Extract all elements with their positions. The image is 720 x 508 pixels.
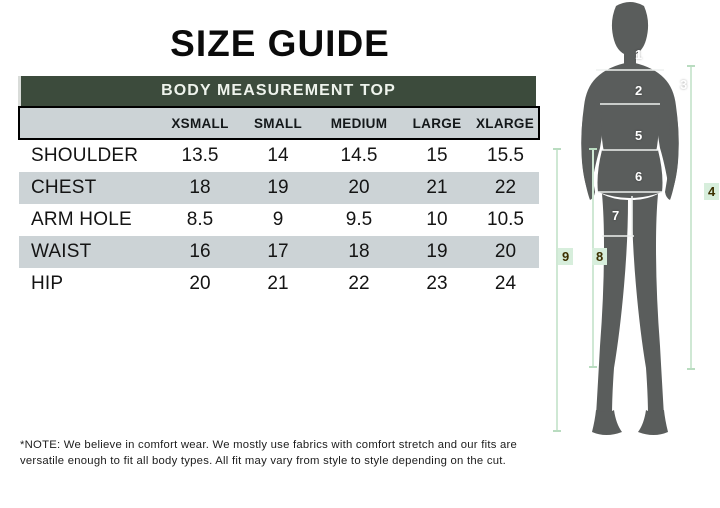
note-text: *NOTE: We believe in comfort wear. We mo… [20,439,518,467]
mannequin-figure-icon [581,2,679,435]
cell-shoulder-xlarge: 15.5 [487,145,524,166]
cell-chest-xsmall: 18 [160,172,240,204]
row-label-shoulder: SHOULDER [31,145,139,166]
cell-chest-medium: 20 [316,172,402,204]
measure-line-9 [553,148,561,432]
measure-marker-9: 9 [558,248,574,265]
measure-line-4 [687,65,695,370]
column-header-small: SMALL [240,106,316,140]
measure-marker-4: 4 [704,183,720,200]
size-table-container: BODY MEASUREMENT TOP XSMALL SMALL MEDIUM… [18,76,540,300]
cell-arm-hole-xsmall: 8.5 [186,209,214,230]
cell-arm-hole-medium: 9.5 [345,209,373,230]
table-band-title: BODY MEASUREMENT TOP [18,76,536,106]
figure-marker-7: 7 [612,208,620,223]
table-row: WAIST 16 17 18 19 20 [19,236,539,268]
cell-hip-small: 21 [267,273,289,294]
cell-arm-hole-xlarge: 10.5 [487,209,524,230]
cell-hip-large: 23 [426,273,448,294]
cell-shoulder-large: 15 [426,145,448,166]
column-header-medium: MEDIUM [316,106,402,140]
cell-chest-large: 21 [402,172,472,204]
cell-arm-hole-large: 10 [426,209,448,230]
column-header-large: LARGE [402,106,472,140]
row-label-hip: HIP [31,273,64,294]
cell-chest-xlarge: 22 [472,172,539,204]
cell-hip-xlarge: 24 [494,273,517,294]
cell-waist-small: 17 [240,236,316,268]
cell-hip-xsmall: 20 [189,273,211,294]
column-header-xsmall: XSMALL [160,106,240,140]
column-header-xlarge: XLARGE [472,106,540,140]
table-row: CHEST 18 19 20 21 22 [19,172,539,204]
figure-marker-6: 6 [635,169,643,184]
row-label-arm-hole: ARM HOLE [31,209,132,230]
cell-shoulder-small: 14 [267,145,289,166]
cell-shoulder-xsmall: 13.5 [181,145,219,166]
figure-marker-1: 1 [635,47,643,62]
cell-waist-medium: 18 [316,236,402,268]
column-header-blank [18,106,160,140]
cell-hip-medium: 22 [348,273,370,294]
figure-marker-2: 2 [635,83,643,98]
table-row: HIP 20 21 22 23 24 [19,268,539,300]
table-header-row: XSMALL SMALL MEDIUM LARGE XLARGE [18,106,540,140]
cell-waist-xsmall: 16 [160,236,240,268]
cell-shoulder-medium: 14.5 [340,145,378,166]
row-label-waist: WAIST [19,236,160,268]
cell-waist-large: 19 [402,236,472,268]
size-table: XSMALL SMALL MEDIUM LARGE XLARGE SHOULDE… [18,106,540,300]
cell-chest-small: 19 [240,172,316,204]
cell-waist-xlarge: 20 [472,236,539,268]
mannequin-panel: 1 2 3 5 6 7 4 8 9 [540,0,720,508]
page-title: SIZE GUIDE [170,23,390,64]
figure-marker-5: 5 [635,128,643,143]
cell-arm-hole-small: 9 [272,209,284,230]
measure-marker-8: 8 [592,248,608,265]
table-row: ARM HOLE 8.5 9 9.5 10 10.5 [19,204,539,236]
figure-marker-3: 3 [680,77,688,92]
row-label-chest: CHEST [19,172,160,204]
table-row: SHOULDER 13.5 14 14.5 15 15.5 [19,139,539,172]
